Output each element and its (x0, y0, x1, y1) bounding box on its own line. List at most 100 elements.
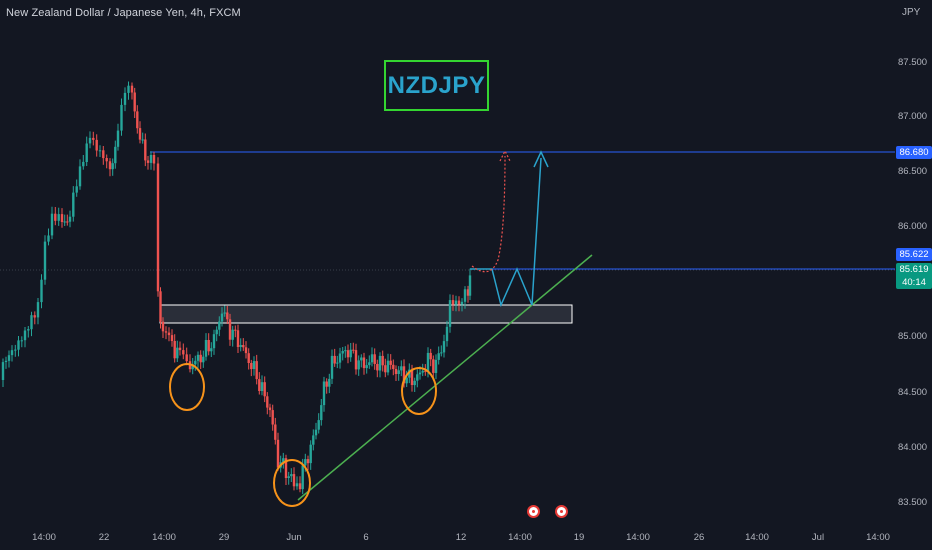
candle-body (47, 235, 50, 242)
price-tick: 83.500 (898, 497, 928, 508)
candle-body (173, 341, 176, 359)
candle-body (220, 313, 224, 322)
candle-body (349, 349, 352, 358)
candle-body (75, 186, 78, 193)
candle-body (120, 104, 123, 131)
swing-low-circle-1[interactable] (169, 363, 205, 411)
candle-body (210, 348, 213, 352)
candle-body (7, 355, 11, 361)
candle-body (424, 370, 427, 372)
candle-body (63, 221, 66, 223)
candle-body (284, 458, 288, 478)
candle-body (271, 410, 274, 425)
candle-body (392, 364, 395, 369)
candle-body (234, 329, 237, 331)
level-price-badge[interactable]: 85.622 (896, 248, 932, 261)
candle-body (170, 335, 174, 341)
candle-body (266, 396, 269, 408)
candle-body (102, 150, 105, 159)
candle-body (152, 155, 156, 164)
swing-low-circle-3[interactable] (401, 367, 437, 415)
target-price-badge[interactable]: 86.680 (896, 146, 932, 159)
projected-arrowhead (533, 150, 549, 168)
candle-body (138, 128, 142, 140)
candle-body (416, 374, 419, 381)
candle-body (156, 163, 160, 292)
candle-body (114, 146, 117, 164)
candle-body (287, 476, 290, 478)
time-tick: 6 (363, 532, 369, 543)
candle-body (185, 354, 188, 362)
economic-event-icon[interactable] (555, 505, 568, 518)
candle-body (341, 351, 344, 354)
candle-body (354, 350, 358, 370)
candle-body (381, 355, 384, 366)
candle-body (448, 300, 452, 327)
candle-body (352, 349, 355, 351)
candle-body (325, 381, 328, 387)
candle-body (378, 355, 382, 371)
candle-body (466, 289, 470, 296)
alternate-projection-path[interactable] (471, 155, 506, 273)
candle-body (397, 370, 400, 374)
candle-body (320, 405, 323, 421)
swing-low-circle-2[interactable] (273, 459, 311, 507)
candle-body (362, 357, 366, 369)
candle-body (27, 329, 30, 331)
projected-path[interactable] (470, 157, 542, 308)
candle-body (14, 349, 17, 351)
symbol-annotation-text: NZDJPY (387, 71, 486, 99)
time-tick: 12 (455, 532, 467, 543)
candle-body (357, 360, 360, 370)
candle-body (82, 161, 85, 167)
candle-body (60, 214, 64, 222)
symbol-annotation-box[interactable]: NZDJPY (384, 60, 489, 111)
price-tick: 85.000 (898, 331, 928, 342)
candle-body (274, 424, 277, 440)
candle-body (328, 378, 331, 387)
candle-body (215, 329, 218, 335)
candle-body (149, 155, 153, 163)
candle-body (434, 359, 438, 373)
candle-body (370, 354, 374, 363)
candle-body (384, 365, 387, 373)
candle-body (191, 364, 194, 370)
candle-body (10, 350, 14, 356)
candle-body (144, 139, 147, 161)
economic-event-icon[interactable] (527, 505, 540, 518)
ascending-trendline[interactable] (297, 254, 593, 501)
candle-body (346, 350, 350, 358)
candle-body (408, 369, 411, 378)
candle-body (454, 300, 458, 305)
candle-body (223, 312, 226, 314)
candle-body (386, 360, 390, 373)
symbol-title[interactable]: New Zealand Dollar / Japanese Yen, 4h, F… (6, 7, 241, 19)
candle-body (236, 330, 240, 347)
candle-body (402, 366, 406, 384)
candle-body (242, 345, 245, 348)
candle-countdown: 40:14 (902, 277, 926, 288)
time-tick: 22 (98, 532, 110, 543)
current-price-badge[interactable]: 85.619 40:14 (896, 263, 932, 289)
candle-body (244, 347, 248, 354)
candle-body (322, 381, 326, 406)
time-tick: 29 (218, 532, 230, 543)
candle-body (445, 326, 449, 342)
candle-body (23, 330, 27, 341)
candle-body (54, 213, 57, 221)
candle-body (136, 111, 139, 129)
time-tick: 14:00 (508, 532, 532, 543)
candle-body (161, 321, 165, 332)
candle-body (292, 474, 296, 487)
candle-body (194, 360, 197, 365)
candle-body (33, 315, 36, 318)
candle-body (268, 407, 272, 411)
candle-body (116, 130, 120, 147)
price-tick: 86.500 (898, 166, 928, 177)
candle-body (202, 356, 205, 363)
candle-body (92, 137, 95, 140)
candle-body (442, 341, 446, 353)
time-tick: 14:00 (745, 532, 769, 543)
